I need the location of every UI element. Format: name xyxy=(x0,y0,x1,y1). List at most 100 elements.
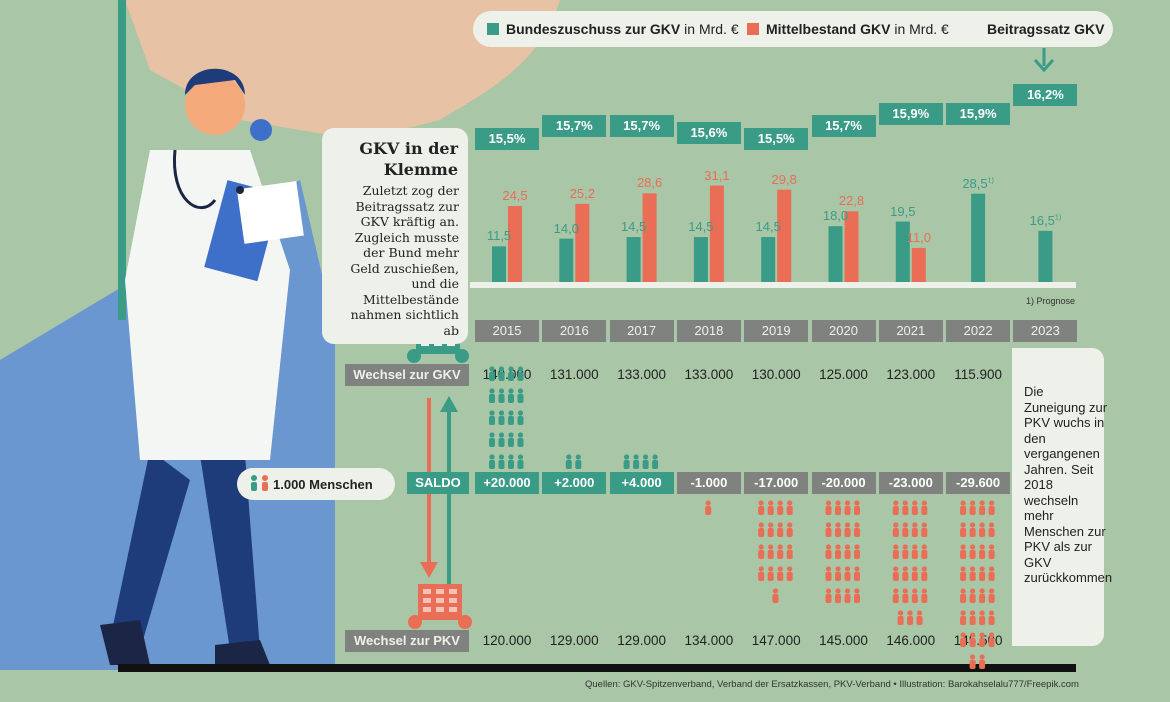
bar-label-mittelbestand: 24,5 xyxy=(502,188,528,204)
person-icon xyxy=(902,500,909,515)
people-key: 1.000 Menschen xyxy=(237,468,395,500)
note-text: Die Zuneigung zur PKV wuchs in den verga… xyxy=(1024,384,1113,585)
person-icon xyxy=(786,544,793,559)
person-icon xyxy=(835,522,841,537)
bar-bundeszuschuss xyxy=(559,238,574,282)
saldo-value: +4.000 xyxy=(609,472,674,494)
legend: Bundeszuschuss zur GKV in Mrd. € Mittelb… xyxy=(473,11,1113,47)
person-icon xyxy=(758,566,765,581)
person-icon xyxy=(508,454,514,469)
person-icon xyxy=(960,522,967,537)
person-icon xyxy=(786,566,793,581)
person-icon xyxy=(892,500,899,515)
person-icon xyxy=(979,522,986,537)
wechsel-pkv-value: 145.000 xyxy=(819,633,868,648)
wechsel-gkv-value: 125.000 xyxy=(819,367,868,382)
person-icon xyxy=(835,588,841,603)
person-icon xyxy=(777,566,784,581)
legend-bundeszuschuss: Bundeszuschuss zur GKV in Mrd. € xyxy=(487,21,739,37)
year-label: 2019 xyxy=(744,320,809,342)
person-icon xyxy=(777,544,784,559)
note-box xyxy=(1012,348,1104,646)
year-label: 2023 xyxy=(1013,320,1078,342)
person-icon xyxy=(844,566,851,581)
year-label: 2016 xyxy=(542,320,607,342)
person-icon xyxy=(960,544,967,559)
beitragssatz-badge: 15,9% xyxy=(946,102,1011,125)
person-icon xyxy=(892,522,899,537)
saldo-value: +20.000 xyxy=(475,472,539,494)
person-icon xyxy=(508,388,514,403)
bar-mittelbestand xyxy=(508,206,522,282)
saldo-value: +2.000 xyxy=(542,472,607,494)
wechsel-pkv-value: 129.000 xyxy=(617,633,666,648)
person-icon xyxy=(988,566,995,581)
person-icon xyxy=(854,500,860,515)
beitragssatz-badge: 15,5% xyxy=(744,128,809,150)
person-icon xyxy=(825,588,832,603)
person-icon xyxy=(969,588,976,603)
person-icon xyxy=(921,588,928,603)
person-icon xyxy=(508,432,514,447)
person-icon xyxy=(911,500,918,515)
wechsel-gkv-value: 130.000 xyxy=(751,367,801,382)
person-icon xyxy=(517,388,524,403)
person-icon xyxy=(844,522,851,537)
saldo-value: -29.600 xyxy=(946,472,1011,494)
person-icon xyxy=(575,454,582,469)
wechsel-gkv-value: 133.000 xyxy=(617,367,666,382)
person-icon xyxy=(777,500,784,515)
bar-label-mittelbestand: 31,1 xyxy=(704,167,730,183)
bar-mittelbestand xyxy=(777,189,792,282)
bar-label-bundeszuschuss: 14,0 xyxy=(553,220,579,236)
person-icon xyxy=(969,610,976,625)
person-icon xyxy=(517,410,524,425)
bar-label-bundeszuschuss: 16,51) xyxy=(1029,212,1062,228)
year-label: 2018 xyxy=(676,320,741,342)
bar-bundeszuschuss xyxy=(761,237,776,282)
person-icon xyxy=(517,454,524,469)
person-icon xyxy=(825,544,832,559)
people-key-label: 1.000 Menschen xyxy=(273,477,373,492)
person-icon xyxy=(892,544,899,559)
legend-mittelbestand: Mittelbestand GKV in Mrd. € xyxy=(747,21,949,37)
person-icon xyxy=(921,500,928,515)
person-icon xyxy=(825,566,832,581)
person-icon xyxy=(767,500,774,515)
wechsel-gkv-label: Wechsel zur GKV xyxy=(345,364,469,386)
person-icon xyxy=(902,588,909,603)
saldo-label: SALDO xyxy=(407,472,469,494)
person-icon xyxy=(921,522,928,537)
person-icon xyxy=(969,500,976,515)
person-icon xyxy=(960,632,967,647)
bar-label-bundeszuschuss: 28,51) xyxy=(962,175,994,191)
person-icon xyxy=(767,566,774,581)
person-icon xyxy=(517,432,524,447)
person-icon xyxy=(969,566,976,581)
person-icon xyxy=(988,544,995,559)
wechsel-gkv-value: 133.000 xyxy=(684,367,734,382)
person-icon xyxy=(892,566,899,581)
saldo-value: -20.000 xyxy=(811,472,876,494)
wechsel-pkv-value: 147.000 xyxy=(751,633,801,648)
year-label: 2021 xyxy=(878,320,943,342)
bar-bundeszuschuss xyxy=(1038,230,1053,282)
person-icon xyxy=(960,566,967,581)
bar-bundeszuschuss xyxy=(895,221,910,282)
person-icon xyxy=(835,544,841,559)
bar-mittelbestand xyxy=(642,193,657,282)
beitragssatz-badge: 15,5% xyxy=(475,128,539,150)
teal-swatch-icon xyxy=(487,23,499,35)
bar-mittelbestand xyxy=(844,211,859,282)
person-icon xyxy=(988,500,995,515)
bar-bundeszuschuss xyxy=(971,193,986,282)
person-icon xyxy=(758,522,765,537)
person-icon xyxy=(921,544,928,559)
person-icon xyxy=(786,522,793,537)
person-icon xyxy=(911,588,918,603)
person-icon xyxy=(988,632,995,647)
saldo-value: -17.000 xyxy=(744,472,809,494)
